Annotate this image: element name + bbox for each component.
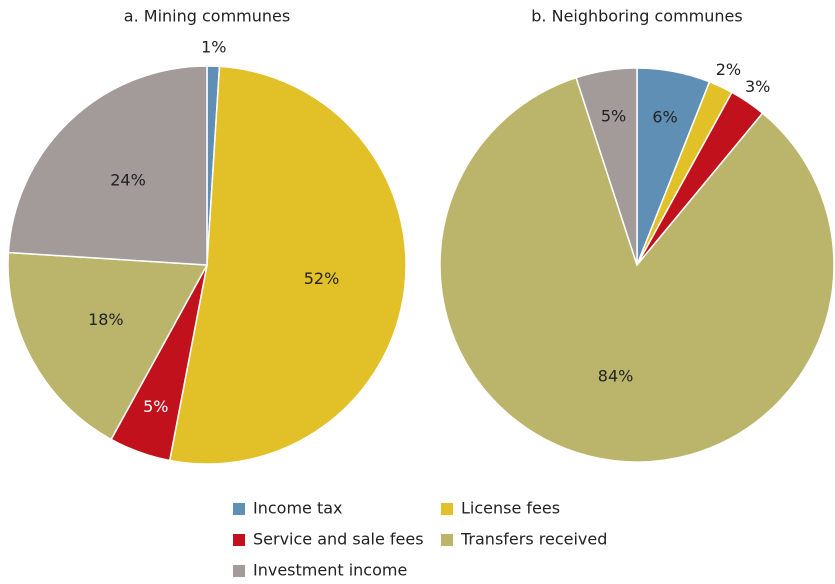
legend-label: Service and sale fees bbox=[253, 530, 424, 549]
data-label: 5% bbox=[143, 397, 168, 416]
data-label: 84% bbox=[598, 367, 634, 386]
legend-label: License fees bbox=[461, 499, 560, 518]
data-label: 18% bbox=[88, 310, 124, 329]
chart-title: b. Neighboring communes bbox=[531, 7, 742, 26]
legend-label: Transfers received bbox=[460, 530, 607, 549]
legend-swatch bbox=[233, 534, 245, 546]
legend-swatch bbox=[441, 534, 453, 546]
pie-slice bbox=[439, 76, 835, 463]
data-label: 52% bbox=[304, 269, 340, 288]
data-label: 2% bbox=[716, 60, 741, 79]
legend-swatch bbox=[233, 565, 245, 577]
legend-swatch bbox=[441, 503, 453, 515]
legend-label: Investment income bbox=[253, 561, 407, 580]
legend-swatch bbox=[233, 503, 245, 515]
data-label: 24% bbox=[110, 170, 146, 189]
data-label: 1% bbox=[201, 38, 226, 57]
chart-title: a. Mining communes bbox=[124, 7, 290, 26]
pie-slice bbox=[168, 65, 407, 465]
data-label: 5% bbox=[601, 107, 626, 126]
legend-label: Income tax bbox=[253, 499, 343, 518]
pie-slice bbox=[575, 67, 638, 266]
data-label: 6% bbox=[652, 107, 677, 126]
pie-slice bbox=[7, 251, 209, 441]
pie-slice bbox=[7, 65, 208, 266]
data-label: 3% bbox=[745, 77, 770, 96]
